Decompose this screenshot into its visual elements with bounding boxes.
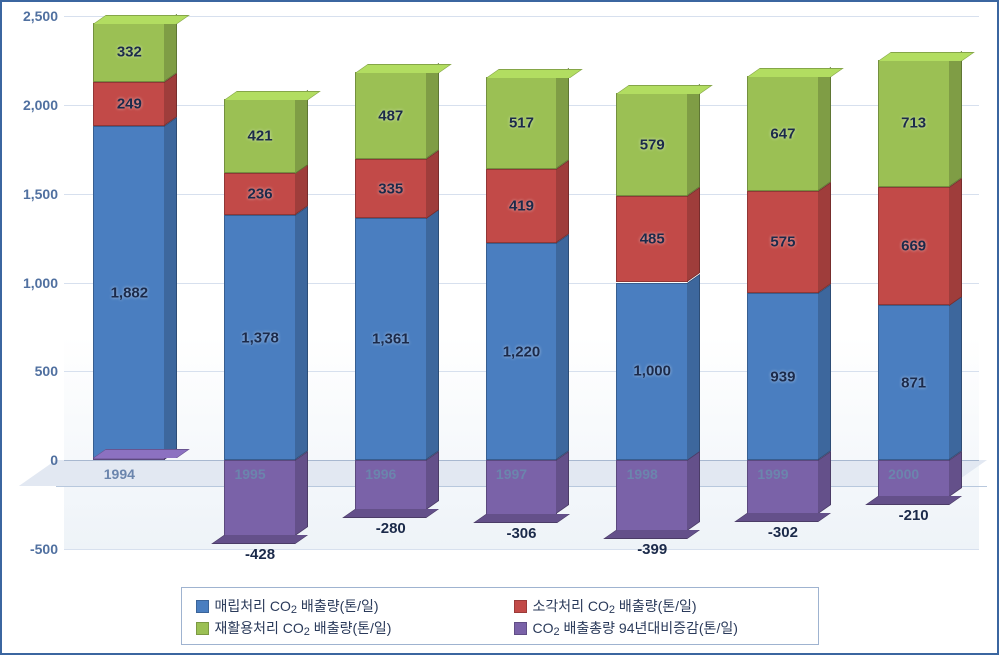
- data-label: 1,882: [111, 284, 149, 301]
- legend-label: 재활용처리 CO2 배출량(톤/일): [215, 618, 392, 638]
- legend-swatch: [196, 622, 209, 635]
- x-tick-label: 2000: [888, 466, 919, 482]
- data-label: 669: [901, 237, 926, 254]
- x-tick-label: 1995: [234, 466, 265, 482]
- data-label: 1,361: [372, 331, 410, 348]
- legend-item-delta94: CO2 배출총량 94년대비증감(톤/일): [514, 618, 804, 638]
- x-tick-label: 1996: [365, 466, 396, 482]
- data-label: 487: [378, 107, 403, 124]
- data-label: 485: [640, 231, 665, 248]
- data-label: 332: [117, 44, 142, 61]
- data-label: 236: [248, 186, 273, 203]
- legend-swatch: [514, 622, 527, 635]
- data-label: -210: [899, 507, 929, 524]
- legend-label: 매립처리 CO2 배출량(톤/일): [215, 596, 379, 616]
- legend-swatch: [196, 600, 209, 613]
- y-tick-label: 2,000: [23, 97, 64, 113]
- x-tick-label: 1997: [496, 466, 527, 482]
- data-label: 939: [770, 368, 795, 385]
- data-label: 517: [509, 115, 534, 132]
- plot-area: 1,8822493321,378236421-4281,361335487-28…: [64, 16, 979, 549]
- data-label: 871: [901, 374, 926, 391]
- bar-base-slab: [93, 457, 165, 460]
- y-tick-label: -500: [30, 541, 64, 557]
- data-label: 575: [770, 234, 795, 251]
- y-tick-label: 2,500: [23, 8, 64, 24]
- y-tick-label: 1,000: [23, 275, 64, 291]
- x-tick-label: 1994: [104, 466, 135, 482]
- data-label: 579: [640, 136, 665, 153]
- data-label: 1,220: [503, 343, 541, 360]
- x-tick-label: 1999: [757, 466, 788, 482]
- data-label: 713: [901, 115, 926, 132]
- data-label: -428: [245, 546, 275, 563]
- y-tick-label: 1,500: [23, 186, 64, 202]
- data-label: 419: [509, 198, 534, 215]
- data-label: -306: [506, 525, 536, 542]
- legend-swatch: [514, 600, 527, 613]
- legend-item-incineration: 소각처리 CO2 배출량(톤/일): [514, 596, 804, 616]
- data-label: 249: [117, 95, 142, 112]
- y-tick-label: 500: [35, 363, 64, 379]
- data-label: 1,000: [633, 363, 671, 380]
- data-label: -302: [768, 524, 798, 541]
- x-tick-label: 1998: [627, 466, 658, 482]
- data-label: -399: [637, 541, 667, 558]
- chart-frame: 1,882 249 332 1,378 236 421 -428 1,361 335 487 -28…: [0, 0, 999, 655]
- data-label: 335: [378, 180, 403, 197]
- data-label: -280: [376, 520, 406, 537]
- legend: 매립처리 CO2 배출량(톤/일) 소각처리 CO2 배출량(톤/일) 재활용처리 …: [181, 587, 819, 645]
- legend-label: 소각처리 CO2 배출량(톤/일): [533, 596, 697, 616]
- data-label: 647: [770, 125, 795, 142]
- legend-item-landfill: 매립처리 CO2 배출량(톤/일): [196, 596, 486, 616]
- data-label: 1,378: [241, 329, 279, 346]
- y-tick-label: 0: [50, 452, 64, 468]
- legend-item-recycling: 재활용처리 CO2 배출량(톤/일): [196, 618, 486, 638]
- data-label: 421: [248, 128, 273, 145]
- legend-label: CO2 배출총량 94년대비증감(톤/일): [533, 618, 738, 638]
